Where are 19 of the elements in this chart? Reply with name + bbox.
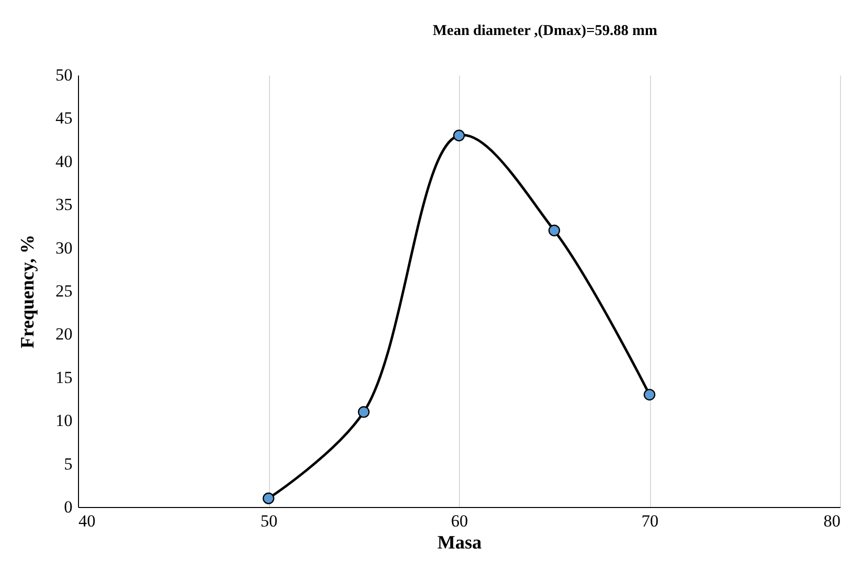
y-tick-label: 20 (56, 324, 72, 344)
y-tick-label: 0 (64, 498, 72, 516)
y-tick-label: 50 (56, 66, 72, 84)
y-tick-label: 30 (56, 238, 72, 258)
y-tick-label: 10 (56, 411, 72, 430)
y-tick-label: 5 (64, 454, 72, 474)
x-tick-label: 50 (260, 512, 278, 530)
y-axis-title: Frequency, % (18, 234, 38, 348)
x-tick-label: 40 (78, 512, 96, 530)
x-tick-label: 60 (451, 512, 468, 530)
y-tick-label: 35 (56, 195, 72, 214)
x-axis-title: Masa (437, 532, 482, 554)
chart-title: Mean diameter ,(Dmax)=59.88 mm (432, 23, 658, 39)
y-tick-label: 40 (56, 152, 72, 171)
y-tick-label: 15 (56, 368, 72, 387)
x-tick-label: 80 (824, 512, 840, 530)
x-tick-label: 70 (642, 512, 658, 530)
y-tick-label: 25 (56, 282, 72, 300)
y-tick-label: 45 (56, 108, 72, 128)
